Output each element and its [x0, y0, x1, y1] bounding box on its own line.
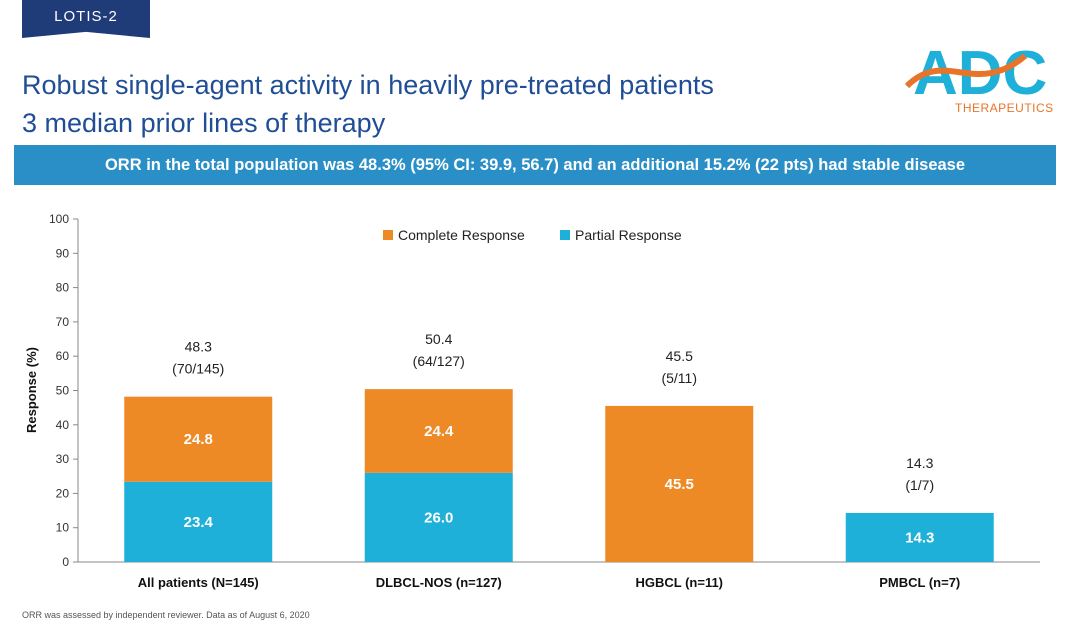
y-tick-label: 80 — [56, 281, 70, 295]
y-tick-label: 40 — [56, 418, 70, 432]
y-tick-label: 90 — [56, 246, 70, 260]
total-label: 45.5 — [666, 348, 693, 364]
y-tick-label: 70 — [56, 315, 70, 329]
footnote: ORR was assessed by independent reviewer… — [22, 610, 310, 620]
bar-value-label: 24.4 — [424, 423, 454, 440]
count-label: (70/145) — [172, 360, 224, 376]
legend-label: Partial Response — [575, 227, 682, 243]
bar-value-label: 24.8 — [184, 431, 213, 448]
y-tick-label: 60 — [56, 349, 70, 363]
y-tick-label: 30 — [56, 452, 70, 466]
company-logo: ADC — [905, 39, 1047, 108]
logo-swoosh — [905, 53, 1027, 89]
count-label: (5/11) — [661, 370, 697, 386]
count-label: (64/127) — [413, 353, 465, 369]
y-tick-label: 0 — [62, 555, 69, 569]
y-axis-label: Response (%) — [24, 347, 39, 433]
bar-segment — [605, 405, 754, 562]
bar-value-label: 14.3 — [905, 529, 934, 546]
section-tag: LOTIS-2 — [22, 0, 150, 38]
total-label: 14.3 — [906, 455, 933, 471]
bar-segment — [124, 481, 273, 562]
summary-banner: ORR in the total population was 48.3% (9… — [14, 145, 1056, 185]
legend-swatch — [560, 230, 570, 240]
response-chart: 0 10 20 30 40 50 60 70 80 90 100 23.4 24.8 48.3 (70/1… — [24, 212, 1040, 590]
legend-label: Complete Response — [398, 227, 525, 243]
category-label: PMBCL (n=7) — [879, 575, 960, 590]
y-tick-label: 10 — [56, 521, 70, 535]
total-label: 50.4 — [425, 331, 452, 347]
category-label: All patients (N=145) — [138, 575, 259, 590]
title-line-1: Robust single-agent activity in heavily … — [22, 70, 714, 100]
bar-segment — [364, 472, 513, 562]
page-title: Robust single-agent activity in heavily … — [22, 66, 714, 142]
category-label: HGBCL (n=11) — [635, 575, 723, 590]
category-label: DLBCL-NOS (n=127) — [376, 575, 502, 590]
bar-segment — [364, 389, 513, 473]
banner-text: ORR in the total population was 48.3% (9… — [104, 155, 966, 174]
logo-subtext: THERAPEUTICS — [955, 101, 1054, 115]
bar-segment — [845, 512, 994, 562]
bar-value-label: 26.0 — [424, 509, 453, 526]
y-tick-label: 50 — [56, 384, 70, 398]
title-line-2: 3 median prior lines of therapy — [22, 108, 386, 138]
y-tick-label: 100 — [49, 212, 69, 226]
bar-segment — [124, 396, 273, 482]
y-tick-label: 20 — [56, 486, 70, 500]
count-label: (1/7) — [905, 477, 934, 493]
legend-swatch — [383, 230, 393, 240]
section-tag-label: LOTIS-2 — [54, 7, 118, 25]
chart-legend: Complete Response Partial Response — [383, 227, 682, 243]
bar-value-label: 45.5 — [665, 476, 694, 493]
total-label: 48.3 — [185, 338, 212, 354]
chart-bars: 23.4 24.8 48.3 (70/145) All patients (N=145)… — [124, 331, 994, 590]
bar-value-label: 23.4 — [184, 514, 214, 531]
